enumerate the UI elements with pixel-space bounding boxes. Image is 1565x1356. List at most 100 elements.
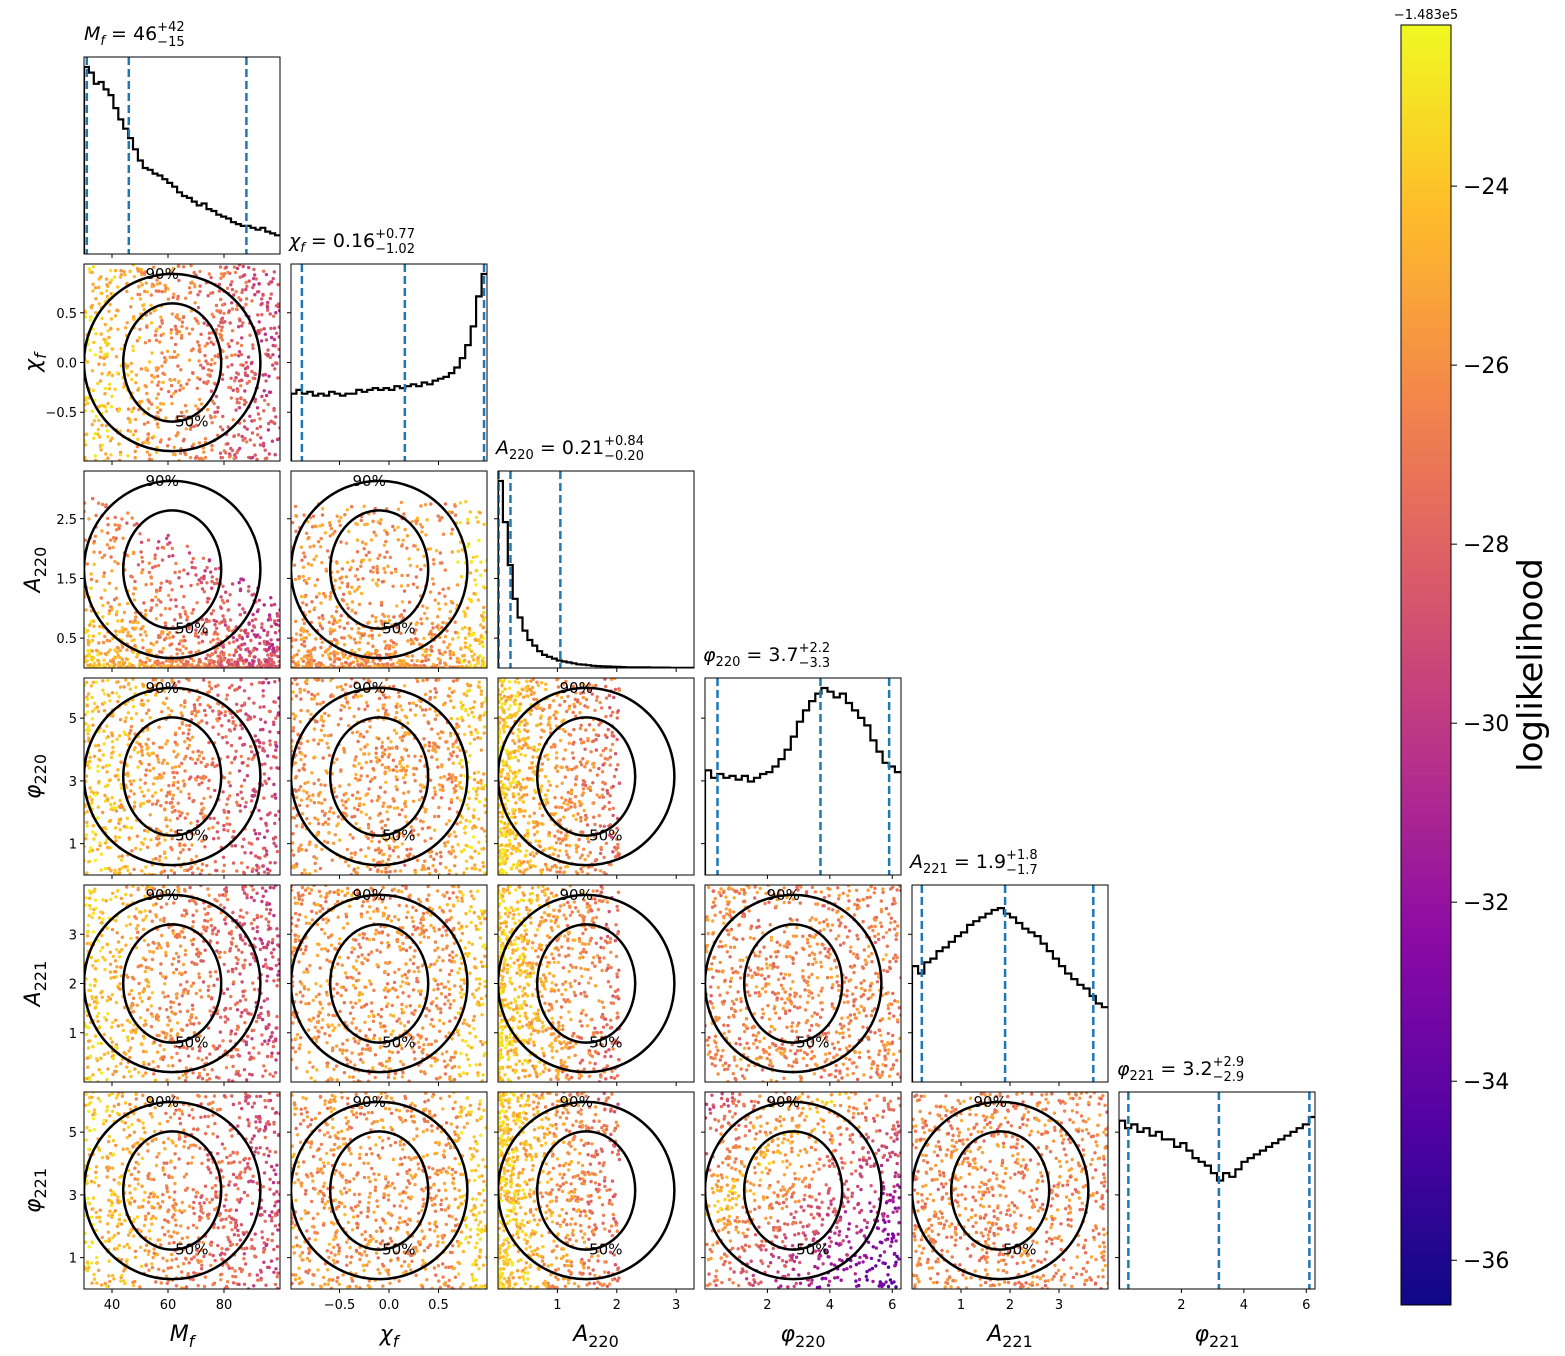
panel-phi221-chi: 90% 50% −0.5 0.0 0.5 χf [287,1091,488,1351]
xlabel-Mf: Mf [170,1322,197,1351]
scatter-A220-chi [291,500,487,668]
xtick-label: 80 [216,1298,233,1313]
contour-label-90: 90% [353,886,386,904]
scatter-A220-Mf [84,496,280,668]
contour-label-50: 50% [175,1034,208,1052]
contour-label-50: 50% [382,1034,415,1052]
panel-chi-Mf: 90% 50% −0.5 0.0 0.5 χf [21,263,281,465]
panel-chi-chi: χf = 0.16+0.77−1.02 [287,227,488,465]
contour-label-90: 90% [353,1093,386,1111]
xlabel-A220: A220 [571,1322,619,1351]
xlabel-chi: χf [379,1322,401,1351]
contour-90-A221-A220 [498,893,676,1074]
colorbar-label: loglikelihood [1511,558,1551,772]
panel-A221-phi220: 90% 50% [701,884,902,1086]
contour-label-50: 50% [175,620,208,638]
contour-90-A221-Mf [84,893,262,1074]
contour-50-A221-phi220 [742,923,844,1044]
contour-90-phi221-A220 [498,1100,676,1281]
scatter-A221-phi220 [705,885,901,1082]
colorbar-bar [1400,24,1452,1306]
contour-50-phi220-chi [328,716,430,837]
contour-label-50: 50% [796,1241,829,1259]
ytick-label: 1 [69,1027,77,1042]
contour-label-90: 90% [146,472,179,490]
contour-90-A221-phi220 [705,893,883,1074]
contour-label-50: 50% [382,1241,415,1259]
contour-50-phi220-A220 [535,716,637,837]
xtick-label: 0.0 [379,1298,400,1313]
contour-90-phi220-chi [291,686,469,867]
contour-label-90: 90% [146,1093,179,1111]
panel-phi221-Mf: 90% 50% 1 3 5 φ221 40 60 80 Mf [21,1091,281,1351]
ytick-label: 2.5 [56,513,77,528]
xtick-label: 2 [763,1298,771,1313]
title-phi220-minus: −3.3 [799,656,831,671]
contour-50-phi221-phi220 [742,1130,844,1251]
contour-90-phi220-A220 [498,686,676,867]
axes-frame [704,1091,902,1290]
contour-90-chi-Mf [84,272,262,453]
title-phi221: φ221 = 3.2+2.9 [1117,1055,1244,1084]
ylabel-A220: A220 [21,547,50,595]
xtick-label: 1 [957,1298,965,1313]
histogram-Mf [84,65,280,254]
colorbar-tick-label: −36 [1463,1249,1509,1274]
colorbar-offset: −1.483e5 [1394,8,1458,23]
ytick-label: 0.0 [56,357,77,372]
contour-90-A220-Mf [84,479,262,660]
panel-phi221-A221: 90% 50% 1 2 3 A221 [908,1091,1109,1351]
ytick-label: 0.5 [56,307,77,322]
ytick-label: 0.5 [56,632,77,647]
contour-label-50: 50% [175,1241,208,1259]
contour-90-phi221-chi [291,1100,469,1281]
scatter-A221-chi [291,885,487,1082]
ytick-label: 3 [69,1189,77,1204]
xtick-label: 4 [826,1298,834,1313]
panel-A221-A220: 90% 50% [494,884,695,1086]
panel-A220-chi: 90% 50% [287,470,488,672]
contour-label-50: 50% [589,1241,622,1259]
scatter-phi221-A220 [498,1092,622,1289]
scatter-phi220-A220 [498,678,622,875]
panel-A220-Mf: 90% 50% 0.5 1.5 2.5 A220 [21,470,281,672]
colorbar-tick-label: −28 [1463,533,1509,558]
axes-frame [83,1091,281,1290]
panel-phi221-A220: 90% 50% 1 2 3 A220 [494,1091,695,1351]
xtick-label: 4 [1240,1298,1248,1313]
ytick-label: 1.5 [56,572,77,587]
contour-90-phi221-A221 [912,1100,1090,1281]
panel-phi221-phi220: 90% 50% 2 4 6 φ220 [701,1091,902,1351]
ytick-label: 2 [69,978,77,993]
ylabel-A221: A221 [21,961,50,1009]
histogram-A221 [912,907,1108,1082]
xtick-label: 6 [888,1298,896,1313]
ytick-label: 3 [69,928,77,943]
xtick-label: 2 [1006,1298,1014,1313]
scatter-phi220-Mf [84,678,280,875]
panel-phi220-Mf: 90% 50% 1 3 5 φ220 [21,677,281,879]
histogram-phi221 [1119,1115,1315,1289]
axes-frame [497,470,695,669]
title-Mf-minus: −15 [157,35,184,50]
axes-frame [83,56,281,255]
title-A221-minus: −1.7 [1006,863,1038,878]
xlabel-phi221: φ221 [1194,1322,1239,1351]
scatter-phi221-Mf [84,1092,280,1289]
title-A220-minus: −0.20 [604,449,644,464]
panel-A221-Mf: 90% 50% 1 2 3 A221 [21,884,281,1086]
xtick-label: 0.5 [428,1298,449,1313]
xtick-label: 2 [1177,1298,1185,1313]
xtick-label: 40 [104,1298,121,1313]
contour-label-50: 50% [589,827,622,845]
panel-A221-chi: 90% 50% [287,884,488,1086]
contour-label-50: 50% [175,827,208,845]
ylabel-chi: χf [21,351,50,373]
title-A221: A221 = 1.9+1.8 [908,848,1038,877]
panel-Mf-Mf: Mf = 46+42−15 [83,20,281,258]
axes-frame [83,677,281,876]
scatter-phi220-chi [291,678,487,875]
contour-label-90: 90% [560,886,593,904]
contour-label-90: 90% [353,679,386,697]
panel-phi220-phi220: φ220 = 3.7+2.2−3.3 [701,641,902,879]
